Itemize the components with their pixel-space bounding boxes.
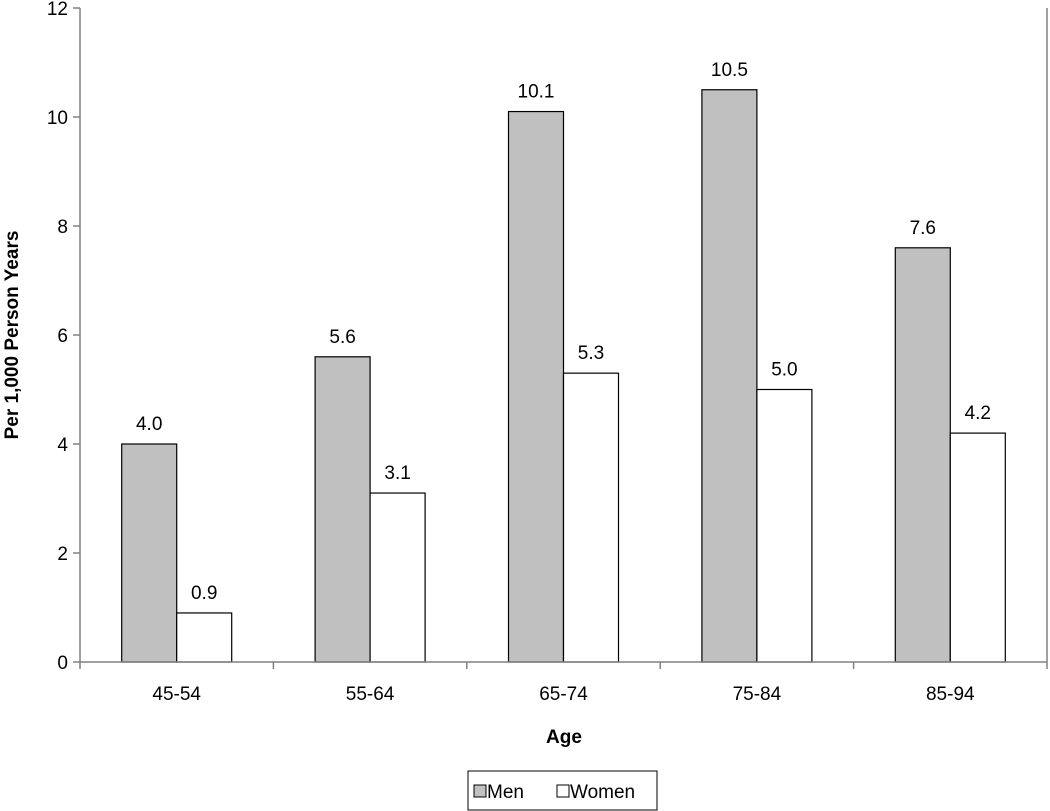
y-tick-label: 0 [57, 653, 68, 674]
x-axis-title: Age [546, 727, 582, 748]
data-label-men-65-74: 10.1 [518, 82, 555, 103]
bar-women-85-94 [949, 432, 1006, 663]
bar-men-55-64 [314, 356, 371, 663]
legend: Men Women [467, 770, 658, 811]
y-tick-label: 10 [47, 108, 68, 129]
data-label-women-65-74: 5.3 [578, 343, 604, 364]
x-tick-label: 55-64 [346, 684, 395, 705]
bars [121, 89, 1006, 663]
bar-men-85-94 [894, 247, 951, 663]
bar-women-65-74 [562, 372, 620, 663]
x-tick-label: 85-94 [926, 684, 975, 705]
legend-swatch-women [556, 784, 570, 798]
y-tick-label: 6 [57, 326, 68, 347]
bar-men-65-74 [507, 110, 565, 663]
x-tick-label: 75-84 [733, 684, 782, 705]
bar-men-45-54 [121, 443, 178, 663]
legend-label-men: Men [487, 782, 524, 803]
data-label-women-45-54: 0.9 [191, 583, 217, 604]
y-tick-label: 12 [47, 0, 68, 20]
data-label-men-45-54: 4.0 [136, 414, 162, 435]
bar-women-75-84 [756, 388, 813, 663]
bar-women-55-64 [369, 492, 426, 663]
y-axis-title: Per 1,000 Person Years [2, 231, 23, 440]
bar-women-45-54 [176, 612, 233, 663]
x-tick-label: 65-74 [539, 684, 588, 705]
legend-label-women: Women [570, 782, 635, 803]
y-tick-label: 8 [57, 217, 68, 238]
data-labels: 4.0 0.9 5.6 3.1 10.1 5.3 10.5 5.0 7.6 4.2 [136, 60, 991, 604]
data-label-women-55-64: 3.1 [384, 463, 410, 484]
y-ticks: 0 2 4 6 8 10 12 [47, 0, 80, 674]
data-label-men-55-64: 5.6 [329, 327, 355, 348]
legend-swatch-men [473, 784, 487, 798]
plot-area: 4.0 0.9 5.6 3.1 10.1 5.3 10.5 5.0 7.6 4.2 0 2 4 6 8 10… [47, 0, 1048, 705]
x-ticks: 45-54 55-64 65-74 75-84 85-94 [79, 662, 1048, 705]
data-label-men-85-94: 7.6 [910, 218, 936, 239]
y-tick-label: 4 [57, 435, 68, 456]
x-tick-label: 45-54 [152, 684, 201, 705]
bar-men-75-84 [701, 89, 758, 663]
data-label-women-75-84: 5.0 [771, 360, 797, 381]
data-label-women-85-94: 4.2 [965, 403, 991, 424]
y-tick-label: 2 [57, 544, 68, 565]
data-label-men-75-84: 10.5 [711, 60, 748, 81]
legend-frame [467, 770, 658, 811]
